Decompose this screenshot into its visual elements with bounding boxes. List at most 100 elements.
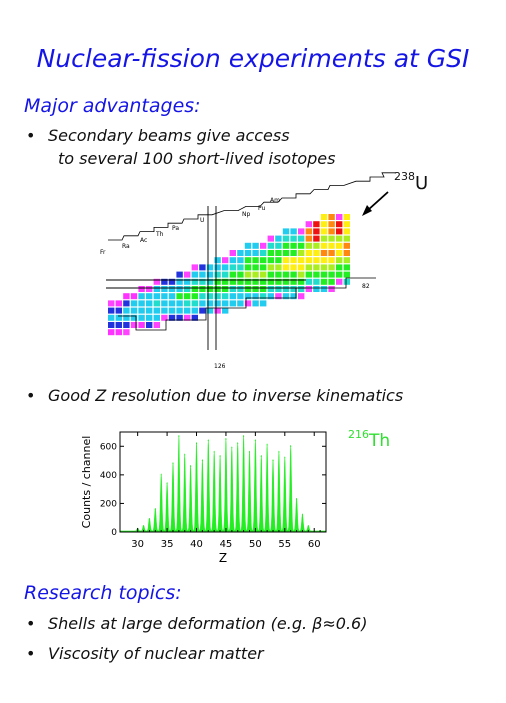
nuclide-cell <box>282 271 290 278</box>
nuclide-cell <box>161 314 168 321</box>
nuclide-cell <box>298 286 305 292</box>
nuclide-cell <box>206 264 214 271</box>
nuclide-cell <box>320 271 328 278</box>
nuclide-cell <box>214 257 221 264</box>
nuclide-cell <box>191 271 198 278</box>
nuclide-cell <box>320 286 328 292</box>
spectrum-peak-point <box>284 457 286 459</box>
nuclide-cell <box>229 271 236 278</box>
nuclide-cell <box>168 307 176 314</box>
nuclide-cell <box>168 314 176 321</box>
nuclide-cell <box>260 250 267 256</box>
nuclide-cell <box>123 329 130 336</box>
nuclide-cell <box>199 286 206 292</box>
nuclide-cell <box>305 242 312 249</box>
nuclide-cell <box>267 271 274 278</box>
plot-frame <box>119 431 327 533</box>
proton-dripline <box>108 172 396 241</box>
nuclide-cell <box>336 250 343 256</box>
nuclide-cell <box>244 271 252 278</box>
nuclide-cell <box>229 286 236 292</box>
nuclide-cell <box>244 264 252 271</box>
nuclide-cell <box>328 257 335 264</box>
spectrum-peak-point <box>184 454 186 456</box>
nuclide-cell <box>282 250 290 256</box>
bullet-text: Secondary beams give access <box>48 126 290 145</box>
nuclide-cell <box>108 300 115 307</box>
nuclide-cell <box>168 278 176 285</box>
nuclide-cell <box>199 278 206 285</box>
nuclide-cell <box>138 314 145 321</box>
nuclide-chart: Fr Ra Ac Th Pa U Np Pu Am 126 82 <box>100 172 396 370</box>
nuclide-cell <box>252 278 259 285</box>
nuclide-cell <box>328 214 335 220</box>
nuclide-cell <box>328 235 335 242</box>
nuclide-cell <box>115 314 122 321</box>
nuclide-cell <box>191 278 198 285</box>
nuclide-cell <box>343 221 350 228</box>
nuclide-cell <box>320 250 328 256</box>
nuclide-cell <box>222 300 229 307</box>
nuclide-cell <box>214 300 221 307</box>
nuclide-cell <box>229 293 236 300</box>
nuclide-cell <box>115 307 122 314</box>
nuclide-cell <box>328 250 335 256</box>
nuclide-cell <box>176 293 183 300</box>
nuclide-cell <box>222 264 229 271</box>
spectrum-peak-point <box>231 447 233 449</box>
nuclide-cell <box>282 257 290 264</box>
nuclide-cell <box>328 228 335 235</box>
nuclide-cell <box>260 264 267 271</box>
spectrum-peak-point <box>201 459 203 462</box>
bullet-text-continued: to several 100 short-lived isotopes <box>58 149 336 168</box>
nuclide-cell <box>191 286 198 292</box>
nuclide-cell <box>275 286 282 292</box>
nuclide-cell <box>176 300 183 307</box>
nuclide-cell <box>267 286 274 292</box>
nuclide-cell <box>199 293 206 300</box>
nuclide-cell <box>168 293 176 300</box>
nuclide-cell <box>290 278 297 285</box>
nuclide-cell <box>267 257 274 264</box>
nuclide-cell <box>275 278 282 285</box>
nuclide-cell <box>343 264 350 271</box>
nuclide-cell <box>282 242 290 249</box>
nuclide-cell <box>184 300 191 307</box>
element-label: Th <box>155 231 164 238</box>
beam-arrow-icon <box>367 191 389 211</box>
nuclide-cell <box>267 293 274 300</box>
y-tick-label: 0 <box>111 528 117 538</box>
nuclide-cell <box>282 286 290 292</box>
nuclide-cell <box>237 271 244 278</box>
nuclide-cell <box>176 278 183 285</box>
bullet-dot-icon: • <box>26 386 36 405</box>
nuclide-cell <box>123 293 130 300</box>
nuclide-cell <box>305 271 312 278</box>
nuclide-cell <box>275 271 282 278</box>
th216-label: 216Th <box>348 428 390 451</box>
nuclide-cell <box>161 278 168 285</box>
element-label: Np <box>242 211 250 218</box>
nuclide-cell <box>191 314 198 321</box>
nuclide-cell <box>153 322 160 328</box>
nuclide-cell <box>176 314 183 321</box>
nuclide-cell <box>244 250 252 256</box>
nuclide-cell <box>328 242 335 249</box>
u238-mass: 238 <box>394 170 415 183</box>
nuclide-cell <box>138 286 145 292</box>
nuclide-cell <box>214 264 221 271</box>
nuclide-cell <box>313 286 320 292</box>
nuclide-cell <box>161 300 168 307</box>
spectrum-peak-point <box>160 474 162 476</box>
nuclide-cell <box>275 250 282 256</box>
nuclide-cell <box>222 271 229 278</box>
element-label: Ra <box>122 243 130 250</box>
nuclide-cell <box>244 293 252 300</box>
nuclide-cell <box>298 250 305 256</box>
nuclide-cell <box>290 257 297 264</box>
nuclide-cell <box>320 228 328 235</box>
nuclide-cell <box>199 307 206 314</box>
nuclide-cell <box>290 250 297 256</box>
nuclide-cell <box>206 300 214 307</box>
nuclide-cell <box>130 307 138 314</box>
